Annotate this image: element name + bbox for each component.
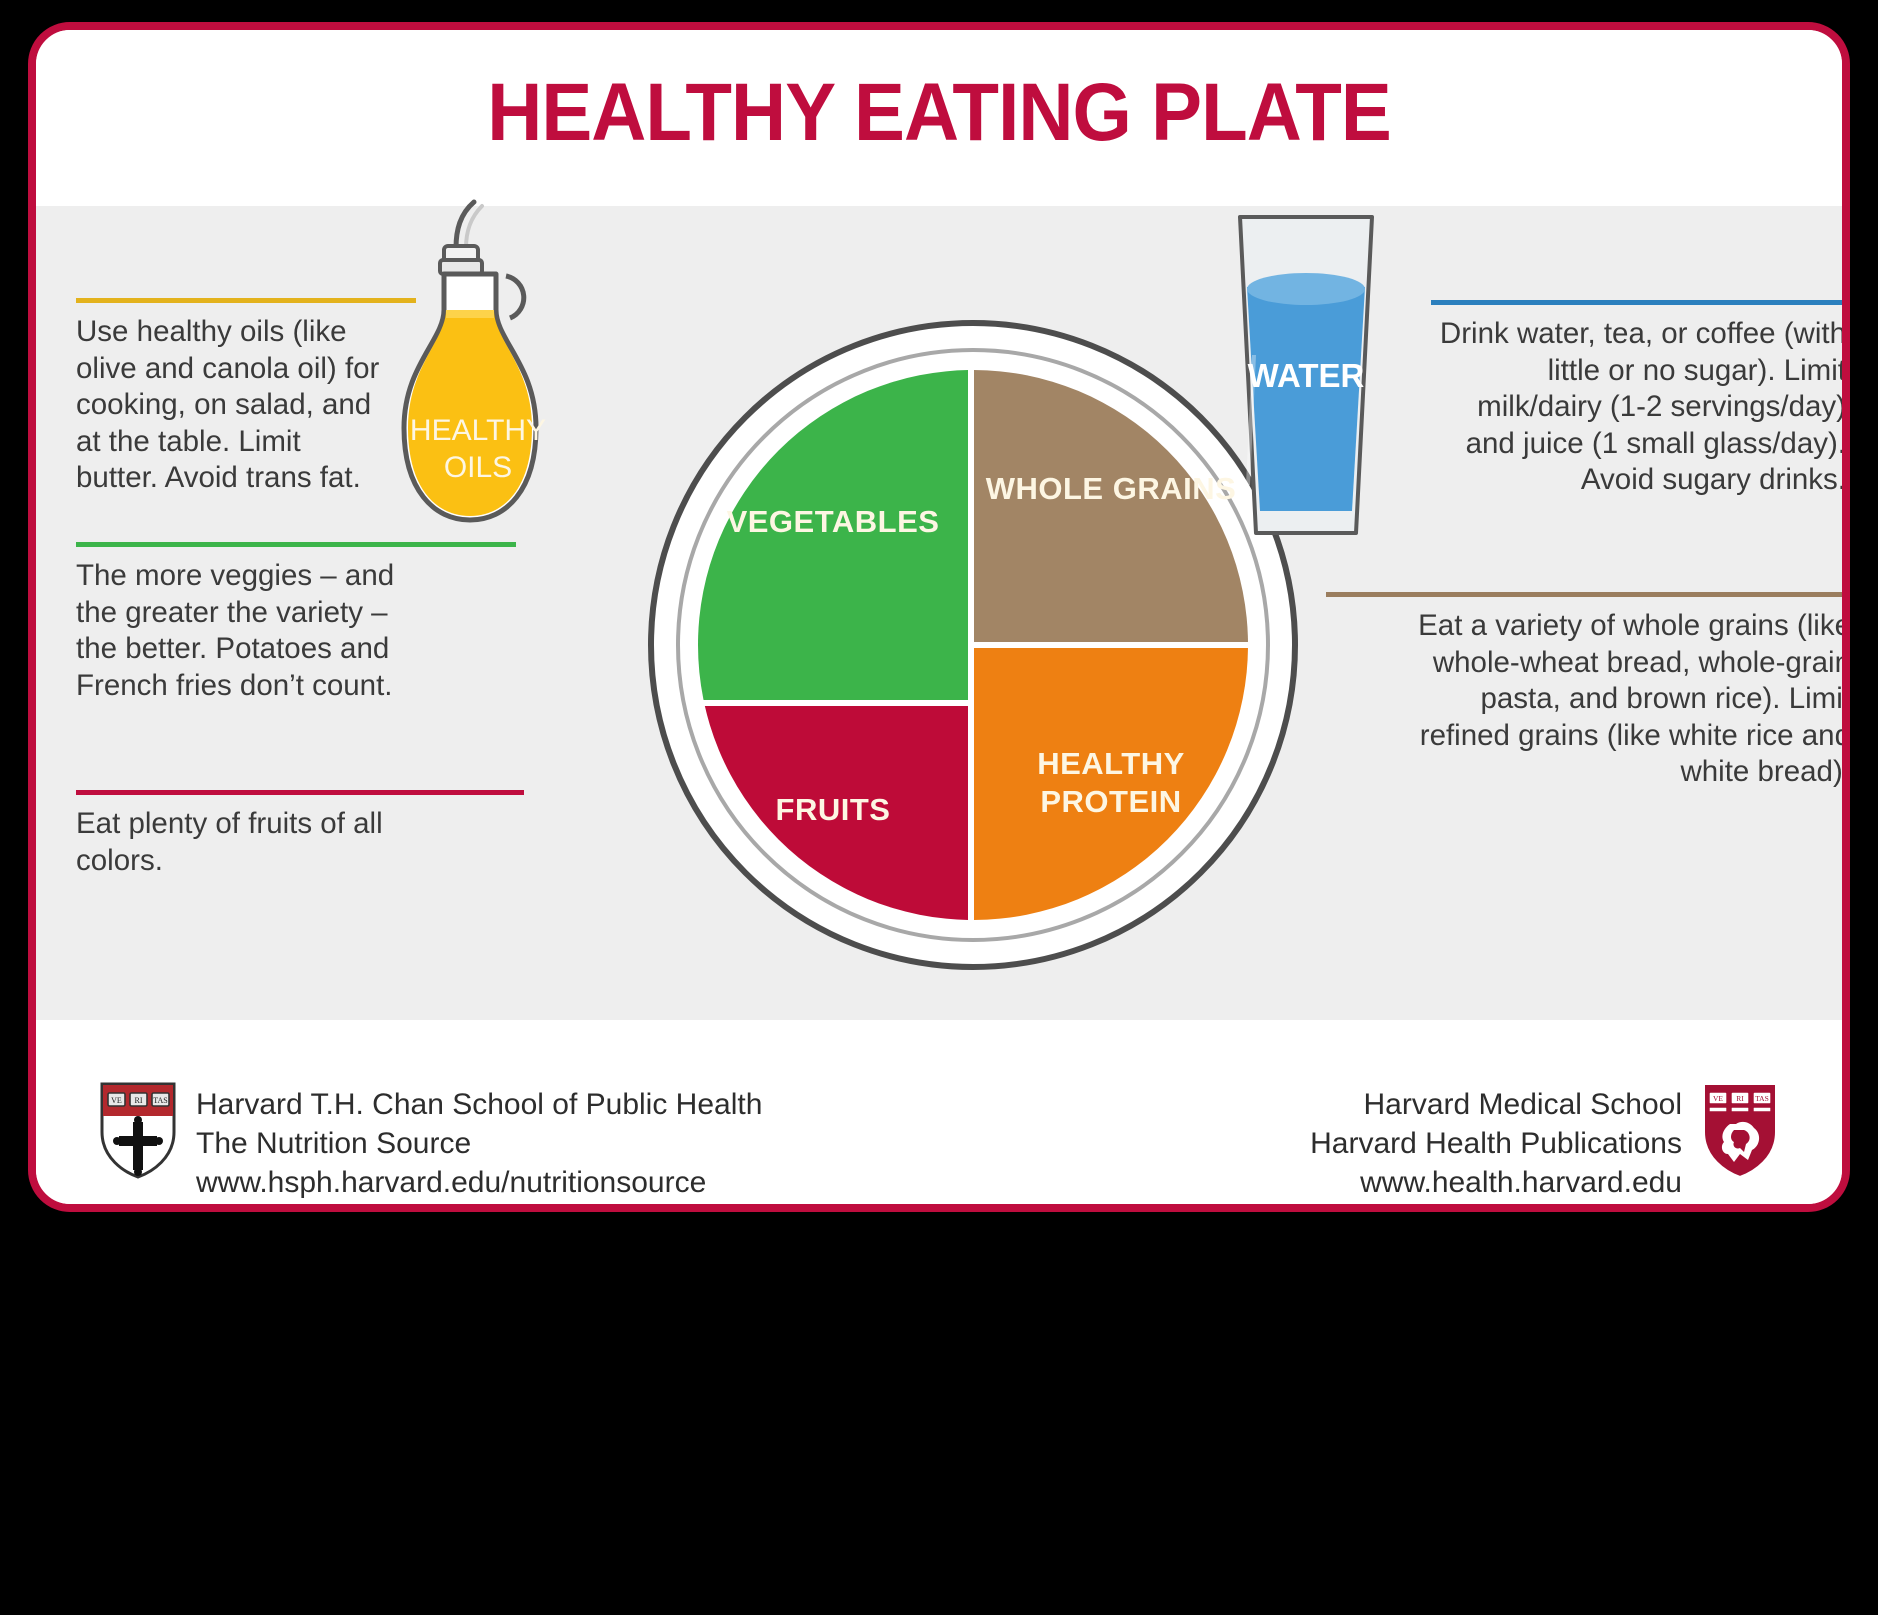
- svg-text:TAS: TAS: [1755, 1094, 1769, 1103]
- plate-segment-fruits-label: FRUITS: [775, 792, 891, 827]
- plate-segment-whole-grains[interactable]: WHOLE GRAINS: [974, 370, 1248, 642]
- vegetables-rule: [76, 542, 516, 547]
- healthy-eating-plate-poster: HEALTHY EATING PLATE Use healthy oils (l…: [28, 22, 1850, 1212]
- svg-text:RI: RI: [135, 1096, 143, 1105]
- plate-segment-whole-grains-label: WHOLE GRAINS: [985, 471, 1237, 506]
- oil-bottle-label: HEALTHY OILS: [409, 414, 547, 484]
- plate-segment-healthy-protein[interactable]: HEALTHY PROTEIN: [974, 648, 1248, 920]
- fruits-callout-text: Eat plenty of fruits of all colors.: [76, 807, 383, 877]
- plate-segment-healthy-protein-label: HEALTHY PROTEIN: [1037, 746, 1185, 819]
- healthy-oils-rule: [76, 298, 416, 303]
- water-glass-icon: WATER: [1206, 205, 1406, 545]
- plate-segment-vegetables-label: VEGETABLES: [726, 504, 940, 539]
- footer-left-line-2: The Nutrition Source: [196, 1127, 472, 1160]
- plate-segment-vegetables[interactable]: VEGETABLES: [698, 370, 968, 700]
- footer-right-line-3[interactable]: www.health.harvard.edu: [1360, 1166, 1682, 1199]
- svg-text:VE: VE: [1713, 1094, 1723, 1103]
- harvard-medical-shield-icon: VE RI TAS: [1703, 1083, 1777, 1179]
- plate-segment-fruits[interactable]: FRUITS: [698, 706, 968, 920]
- whole-grains-callout-text: Eat a variety of whole grains (like whol…: [1418, 609, 1850, 788]
- footer-left-line-3[interactable]: www.hsph.harvard.edu/nutritionsource: [196, 1166, 707, 1199]
- harvard-chan-shield-icon: VE RI TAS: [100, 1082, 176, 1179]
- fruits-rule: [76, 790, 524, 795]
- water-callout-text: Drink water, tea, or coffee (with little…: [1439, 317, 1846, 496]
- plate-diagram: VEGETABLES FRUITS WHOLE GRAINS HEALTHY P…: [648, 320, 1298, 970]
- healthy-oils-callout-text: Use healthy oils (like olive and canola …: [76, 315, 380, 494]
- footer-left-text: Harvard T.H. Chan School of Public Healt…: [196, 1085, 956, 1202]
- svg-text:VE: VE: [111, 1096, 122, 1105]
- title-band: HEALTHY EATING PLATE: [36, 30, 1842, 206]
- water-glass-label: WATER: [1247, 357, 1365, 394]
- svg-text:TAS: TAS: [153, 1096, 167, 1105]
- footer-left-line-1: Harvard T.H. Chan School of Public Healt…: [196, 1088, 763, 1121]
- vegetables-callout-text: The more veggies – and the greater the v…: [76, 559, 395, 702]
- footer-right-line-1: Harvard Medical School: [1363, 1088, 1682, 1121]
- oil-bottle-icon: HEALTHY OILS: [388, 190, 568, 560]
- footer-right-text: Harvard Medical School Harvard Health Pu…: [922, 1085, 1682, 1202]
- whole-grains-rule: [1326, 592, 1842, 597]
- water-rule: [1431, 300, 1842, 305]
- footer-right-line-2: Harvard Health Publications: [1310, 1127, 1682, 1160]
- footer: [36, 1020, 1842, 1204]
- plate-segments: VEGETABLES FRUITS WHOLE GRAINS HEALTHY P…: [698, 370, 1248, 920]
- page-title: HEALTHY EATING PLATE: [487, 67, 1392, 158]
- svg-text:RI: RI: [1736, 1094, 1744, 1103]
